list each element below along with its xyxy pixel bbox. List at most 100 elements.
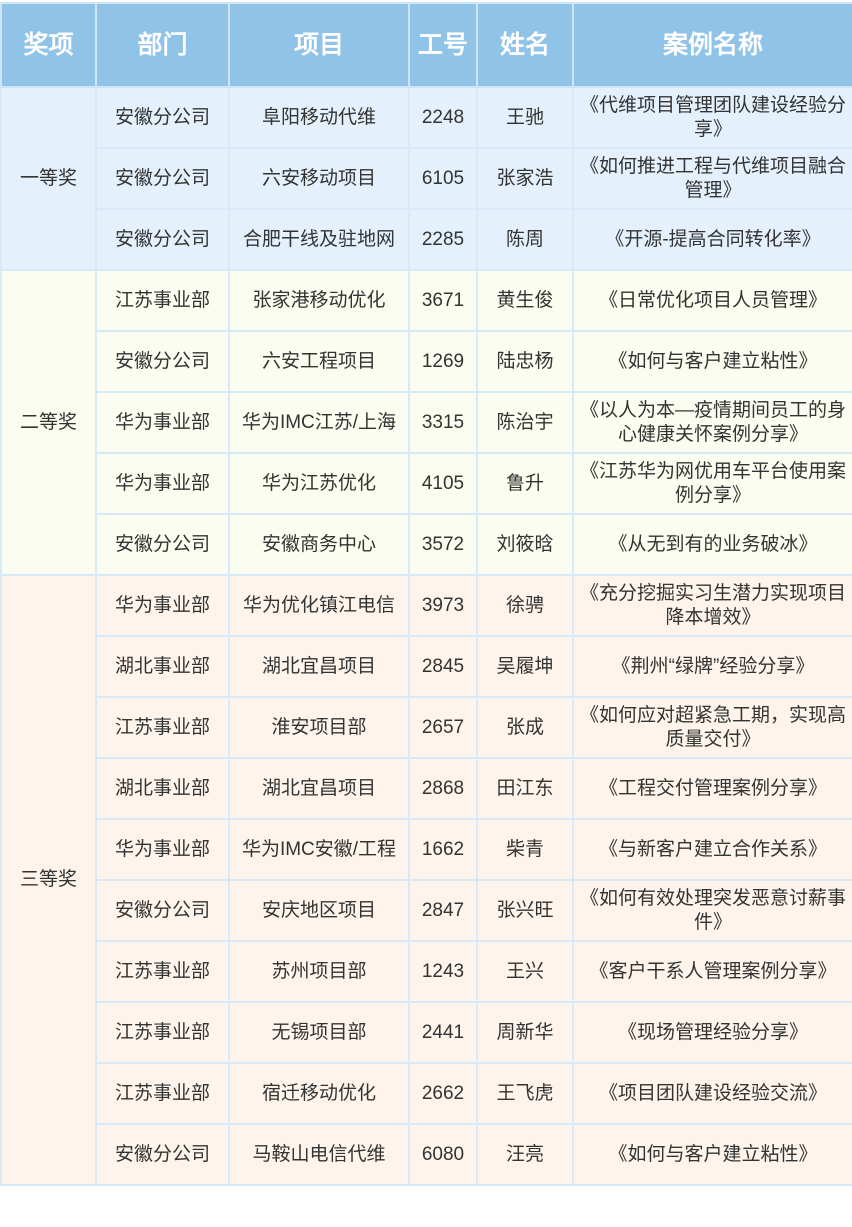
id-cell: 3973	[408, 574, 478, 637]
project-cell: 湖北宜昌项目	[228, 635, 410, 698]
table-row: 一等奖 安徽分公司 阜阳移动代维 2248 王驰 《代维项目管理团队建设经验分享》	[0, 86, 852, 271]
case-cell: 《充分挖掘实习生潜力实现项目降本增效》	[572, 574, 852, 637]
dept-cell: 安徽分公司	[95, 1123, 230, 1186]
table-row: 江苏事业部 苏州项目部 1243 王兴 《客户干系人管理案例分享》	[1, 940, 852, 1003]
dept-cell: 江苏事业部	[95, 269, 230, 332]
award-table: 奖项 部门 项目 工号 姓名 案例名称 一等奖 安徽分公司 阜阳移动代维 2248 王驰…	[0, 2, 852, 1186]
id-cell: 3671	[408, 269, 478, 332]
project-cell: 淮安项目部	[228, 696, 410, 759]
case-cell: 《与新客户建立合作关系》	[572, 818, 852, 881]
table-row: 江苏事业部 淮安项目部 2657 张成 《如何应对超紧急工期，实现高质量交付》	[1, 696, 852, 759]
table-row: 安徽分公司 六安工程项目 1269 陆忠杨 《如何与客户建立粘性》	[1, 330, 852, 393]
table-row: 安徽分公司 六安移动项目 6105 张家浩 《如何推进工程与代维项目融合管理》	[1, 147, 852, 210]
header-dept: 部门	[95, 2, 230, 88]
table-row: 华为事业部 华为IMC安徽/工程 1662 柴青 《与新客户建立合作关系》	[1, 818, 852, 881]
id-cell: 6080	[408, 1123, 478, 1186]
project-cell: 马鞍山电信代维	[228, 1123, 410, 1186]
name-cell: 王兴	[476, 940, 574, 1003]
name-cell: 陆忠杨	[476, 330, 574, 393]
dept-cell: 江苏事业部	[95, 1001, 230, 1064]
project-cell: 合肥干线及驻地网	[228, 208, 410, 271]
header-project: 项目	[228, 2, 410, 88]
name-cell: 鲁升	[476, 452, 574, 515]
table-body: 一等奖 安徽分公司 阜阳移动代维 2248 王驰 《代维项目管理团队建设经验分享》 安徽分公…	[0, 86, 852, 1186]
name-cell: 汪亮	[476, 1123, 574, 1186]
name-cell: 黄生俊	[476, 269, 574, 332]
case-cell: 《如何推进工程与代维项目融合管理》	[572, 147, 852, 210]
project-cell: 张家港移动优化	[228, 269, 410, 332]
case-cell: 《工程交付管理案例分享》	[572, 757, 852, 820]
project-cell: 六安移动项目	[228, 147, 410, 210]
project-cell: 宿迁移动优化	[228, 1062, 410, 1125]
name-cell: 陈治宇	[476, 391, 574, 454]
project-cell: 安徽商务中心	[228, 513, 410, 576]
id-cell: 1269	[408, 330, 478, 393]
dept-cell: 江苏事业部	[95, 1062, 230, 1125]
project-cell: 安庆地区项目	[228, 879, 410, 942]
id-cell: 3315	[408, 391, 478, 454]
case-cell: 《如何与客户建立粘性》	[572, 330, 852, 393]
id-cell: 2285	[408, 208, 478, 271]
id-cell: 1243	[408, 940, 478, 1003]
name-cell: 吴履坤	[476, 635, 574, 698]
project-cell: 苏州项目部	[228, 940, 410, 1003]
case-cell: 《荆州“绿牌”经验分享》	[572, 635, 852, 698]
table-row: 安徽分公司 合肥干线及驻地网 2285 陈周 《开源-提高合同转化率》	[1, 208, 852, 271]
dept-cell: 江苏事业部	[95, 940, 230, 1003]
id-cell: 2248	[408, 86, 478, 149]
header-row: 奖项 部门 项目 工号 姓名 案例名称	[0, 2, 852, 88]
dept-cell: 安徽分公司	[95, 86, 230, 149]
dept-cell: 安徽分公司	[95, 513, 230, 576]
project-cell: 华为江苏优化	[228, 452, 410, 515]
id-cell: 2847	[408, 879, 478, 942]
project-cell: 华为IMC安徽/工程	[228, 818, 410, 881]
award-cell: 二等奖	[0, 269, 97, 576]
case-cell: 《项目团队建设经验交流》	[572, 1062, 852, 1125]
table-row: 二等奖 江苏事业部 张家港移动优化 3671 黄生俊 《日常优化项目人员管理》	[0, 269, 852, 576]
dept-cell: 湖北事业部	[95, 757, 230, 820]
case-cell: 《如何有效处理突发恶意讨薪事件》	[572, 879, 852, 942]
name-cell: 陈周	[476, 208, 574, 271]
name-cell: 徐骋	[476, 574, 574, 637]
id-cell: 3572	[408, 513, 478, 576]
case-cell: 《客户干系人管理案例分享》	[572, 940, 852, 1003]
header-case: 案例名称	[572, 2, 852, 88]
dept-cell: 安徽分公司	[95, 879, 230, 942]
table-row: 湖北事业部 湖北宜昌项目 2845 吴履坤 《荆州“绿牌”经验分享》	[1, 635, 852, 698]
case-cell: 《如何应对超紧急工期，实现高质量交付》	[572, 696, 852, 759]
case-cell: 《以人为本—疫情期间员工的身心健康关怀案例分享》	[572, 391, 852, 454]
dept-cell: 华为事业部	[95, 391, 230, 454]
dept-cell: 华为事业部	[95, 818, 230, 881]
table-row: 湖北事业部 湖北宜昌项目 2868 田江东 《工程交付管理案例分享》	[1, 757, 852, 820]
name-cell: 张成	[476, 696, 574, 759]
dept-cell: 华为事业部	[95, 574, 230, 637]
dept-cell: 安徽分公司	[95, 330, 230, 393]
header-name: 姓名	[476, 2, 574, 88]
project-cell: 湖北宜昌项目	[228, 757, 410, 820]
project-cell: 六安工程项目	[228, 330, 410, 393]
case-cell: 《从无到有的业务破冰》	[572, 513, 852, 576]
id-cell: 2845	[408, 635, 478, 698]
award-cell: 三等奖	[0, 574, 97, 1186]
dept-cell: 安徽分公司	[95, 147, 230, 210]
id-cell: 2868	[408, 757, 478, 820]
project-cell: 华为优化镇江电信	[228, 574, 410, 637]
name-cell: 王驰	[476, 86, 574, 149]
id-cell: 2662	[408, 1062, 478, 1125]
dept-cell: 华为事业部	[95, 452, 230, 515]
case-cell: 《代维项目管理团队建设经验分享》	[572, 86, 852, 149]
dept-cell: 湖北事业部	[95, 635, 230, 698]
table-row: 江苏事业部 无锡项目部 2441 周新华 《现场管理经验分享》	[1, 1001, 852, 1064]
name-cell: 王飞虎	[476, 1062, 574, 1125]
id-cell: 1662	[408, 818, 478, 881]
header-award: 奖项	[0, 2, 97, 88]
table-row: 江苏事业部 宿迁移动优化 2662 王飞虎 《项目团队建设经验交流》	[1, 1062, 852, 1125]
id-cell: 2441	[408, 1001, 478, 1064]
table-row: 华为事业部 华为IMC江苏/上海 3315 陈治宇 《以人为本—疫情期间员工的身心健康关…	[1, 391, 852, 454]
table-row: 三等奖 华为事业部 华为优化镇江电信 3973 徐骋 《充分挖掘实习生潜力实现项目降本增效…	[0, 574, 852, 1186]
case-cell: 《日常优化项目人员管理》	[572, 269, 852, 332]
dept-cell: 安徽分公司	[95, 208, 230, 271]
id-cell: 6105	[408, 147, 478, 210]
dept-cell: 江苏事业部	[95, 696, 230, 759]
name-cell: 刘筱晗	[476, 513, 574, 576]
